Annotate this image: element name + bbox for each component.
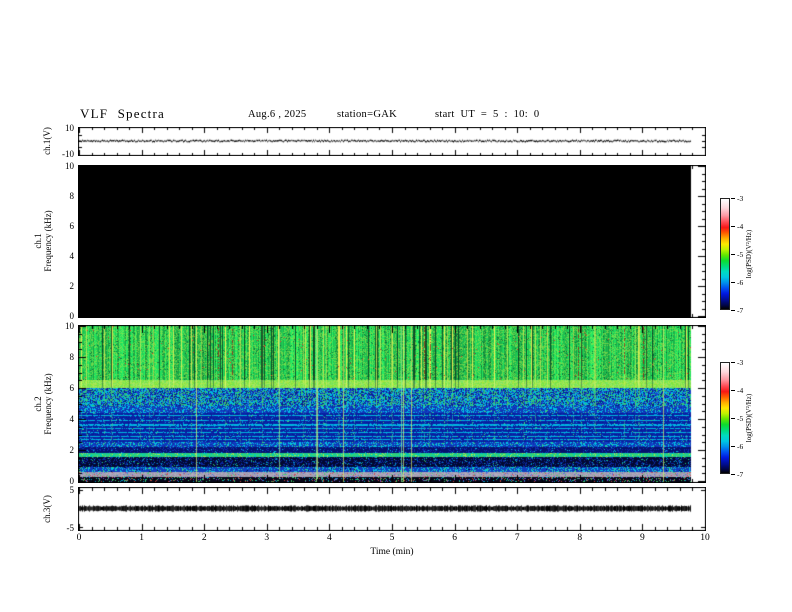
y-tick-label: 2	[69, 281, 75, 291]
ch1-voltage-panel	[78, 127, 706, 156]
colorbar-tick-label: -5	[737, 413, 744, 423]
x-tick-label: 4	[327, 533, 332, 543]
colorbar-tick	[731, 198, 735, 199]
ch3-voltage-panel	[78, 487, 706, 531]
ch3v-ymax-label: 5	[69, 485, 75, 495]
x-tick-label: 5	[389, 533, 395, 543]
colorbar-tick	[731, 310, 735, 311]
ch2-colorbar-label: log(PSD)(V²/Hz)	[745, 393, 753, 443]
x-tick-label: 1	[139, 533, 144, 543]
colorbar-tick	[731, 282, 735, 283]
ch2-colorbar	[720, 362, 730, 474]
x-tick-label: 9	[640, 533, 645, 543]
x-tick-label: 7	[514, 533, 520, 543]
plot-date: Aug.6 , 2025	[248, 109, 307, 120]
colorbar-tick-label: -4	[737, 385, 744, 395]
colorbar-tick	[731, 418, 735, 419]
colorbar-tick	[731, 390, 735, 391]
colorbar-tick-label: -4	[737, 221, 744, 231]
ch1-frequency-axis-label: ch.1 Frequency (kHz)	[33, 210, 53, 271]
colorbar-tick	[731, 446, 735, 447]
colorbar-tick	[731, 254, 735, 255]
ch1v-ymin-label: -10	[62, 149, 74, 159]
y-tick-label: 10	[65, 161, 74, 171]
start-ut-label: start UT = 5 : 10: 0	[435, 109, 540, 120]
y-tick-label: 0	[69, 476, 75, 486]
time-axis-label: Time (min)	[370, 547, 414, 557]
colorbar-tick-label: -7	[737, 469, 744, 479]
x-tick-label: 6	[452, 533, 457, 543]
x-tick-label: 10	[700, 533, 710, 543]
ch1-voltage-axis-label: ch.1(V)	[42, 127, 52, 155]
ch1-colorbar-label: log(PSD)(V²/Hz)	[745, 229, 753, 279]
colorbar-tick-label: -3	[737, 357, 744, 367]
plot-title: VLF Spectra	[80, 106, 165, 121]
colorbar-tick	[731, 474, 735, 475]
ch2-spectrogram-panel	[78, 325, 706, 483]
y-tick-label: 10	[65, 321, 74, 331]
colorbar-tick	[731, 226, 735, 227]
y-tick-label: 6	[69, 221, 75, 231]
colorbar-tick-label: -6	[737, 441, 744, 451]
y-tick-label: 2	[69, 445, 75, 455]
x-tick-label: 0	[76, 533, 82, 543]
y-tick-label: 6	[69, 383, 75, 393]
colorbar-tick-label: -5	[737, 249, 744, 259]
colorbar-tick-label: -6	[737, 277, 744, 287]
colorbar-tick-label: -7	[737, 305, 744, 315]
ch2-axis-line1: ch.2	[33, 396, 43, 412]
x-tick-label: 2	[201, 533, 207, 543]
ch3-voltage-axis-label: ch.3(V)	[42, 495, 52, 523]
colorbar-tick	[731, 362, 735, 363]
y-tick-label: 4	[69, 414, 75, 424]
ch1-spectrogram-panel	[78, 165, 706, 318]
ch1v-ymax-label: 10	[65, 123, 74, 133]
ch1-axis-line1: ch.1	[33, 233, 43, 249]
x-tick-label: 8	[577, 533, 583, 543]
ch1-axis-line2: Frequency (kHz)	[43, 210, 53, 272]
station-label: station=GAK	[337, 109, 397, 120]
y-tick-label: 8	[69, 191, 75, 201]
y-tick-label: 8	[69, 352, 75, 362]
ch1-colorbar	[720, 198, 730, 310]
x-tick-label: 3	[264, 533, 270, 543]
y-tick-label: 4	[69, 251, 75, 261]
ch3v-ymin-label: -5	[66, 523, 75, 533]
colorbar-tick-label: -3	[737, 193, 744, 203]
y-tick-label: 0	[69, 311, 75, 321]
